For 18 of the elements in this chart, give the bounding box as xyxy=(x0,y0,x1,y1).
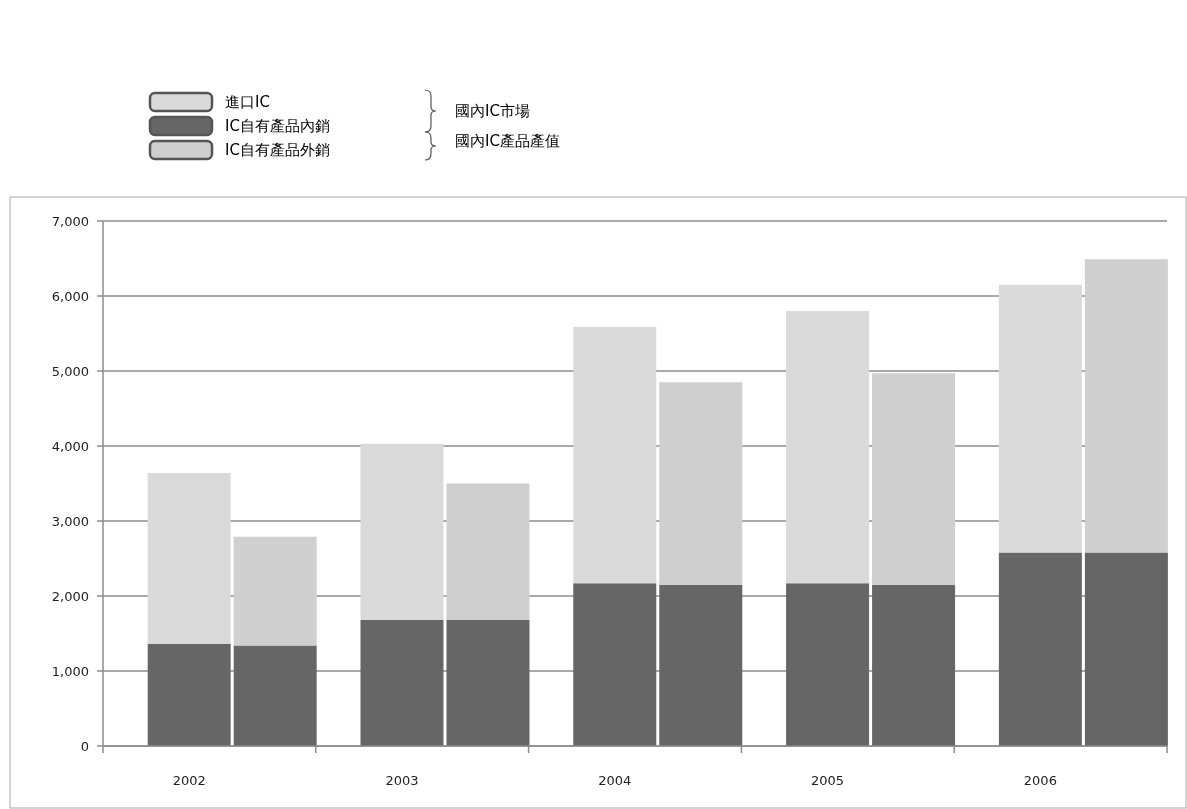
y-tick-label: 3,000 xyxy=(51,513,89,529)
y-tick-label: 5,000 xyxy=(51,363,89,379)
x-tick-label: 2002 xyxy=(172,773,206,788)
y-tick-label: 6,000 xyxy=(51,288,89,304)
text: 國內IC產品產值 xyxy=(455,132,560,150)
x-tick-label: 2006 xyxy=(1023,773,1057,788)
legend-label: 進口IC xyxy=(225,93,270,111)
x-tick-label: 2005 xyxy=(811,773,845,788)
legend-label: IC自有產品外銷 xyxy=(225,141,330,159)
y-tick-label: 1,000 xyxy=(51,663,89,679)
y-tick-label: 7,000 xyxy=(51,213,89,229)
y-tick-label: 4,000 xyxy=(51,438,89,454)
legend-label: IC自有產品內銷 xyxy=(225,117,330,135)
y-tick-label: 0 xyxy=(80,738,89,754)
y-tick-label: 2,000 xyxy=(51,588,89,604)
x-tick-label: 2003 xyxy=(385,773,419,788)
x-tick-label: 2004 xyxy=(598,773,632,788)
text: 國內IC市場 xyxy=(455,102,530,120)
